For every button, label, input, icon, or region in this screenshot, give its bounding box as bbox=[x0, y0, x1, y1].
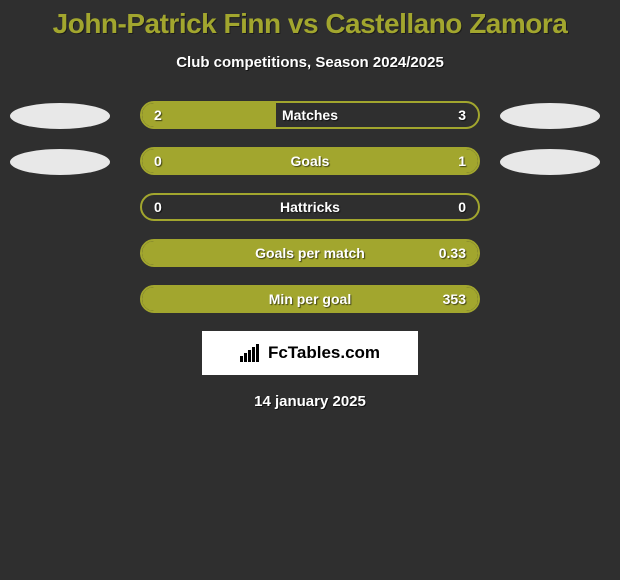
player-left-placeholder bbox=[10, 149, 110, 175]
stat-bar: Matches2 3 bbox=[140, 101, 480, 129]
stat-right-value: 1 bbox=[458, 149, 466, 173]
stat-row: Min per goal353 bbox=[0, 285, 620, 315]
stat-label: Goals bbox=[142, 149, 478, 173]
stat-row: Matches2 3 bbox=[0, 101, 620, 131]
stat-label: Hattricks bbox=[142, 195, 478, 219]
bars-icon bbox=[240, 344, 262, 362]
page-title: John-Patrick Finn vs Castellano Zamora bbox=[0, 8, 620, 40]
stat-row: Goals0 1 bbox=[0, 147, 620, 177]
date-label: 14 january 2025 bbox=[0, 393, 620, 410]
fctables-logo: FcTables.com bbox=[202, 331, 418, 375]
stat-bar: Goals0 1 bbox=[140, 147, 480, 175]
stat-left-value: 0 bbox=[154, 195, 162, 219]
player-right-placeholder bbox=[500, 149, 600, 175]
stat-right-value: 353 bbox=[443, 287, 466, 311]
stat-label: Matches bbox=[142, 103, 478, 127]
stat-bar: Min per goal353 bbox=[140, 285, 480, 313]
stat-label: Min per goal bbox=[142, 287, 478, 311]
stat-left-value: 0 bbox=[154, 149, 162, 173]
stat-right-value: 0.33 bbox=[439, 241, 466, 265]
logo-text: FcTables.com bbox=[268, 343, 380, 363]
stat-bar: Hattricks0 0 bbox=[140, 193, 480, 221]
page-subtitle: Club competitions, Season 2024/2025 bbox=[0, 54, 620, 71]
stat-row: Hattricks0 0 bbox=[0, 193, 620, 223]
player-left-placeholder bbox=[10, 103, 110, 129]
player-right-placeholder bbox=[500, 103, 600, 129]
stat-bar: Goals per match0.33 bbox=[140, 239, 480, 267]
stat-label: Goals per match bbox=[142, 241, 478, 265]
stat-row: Goals per match0.33 bbox=[0, 239, 620, 269]
comparison-chart: Matches23Goals01Hattricks00Goals per mat… bbox=[0, 101, 620, 315]
stat-right-value: 0 bbox=[458, 195, 466, 219]
comparison-infographic: John-Patrick Finn vs Castellano Zamora C… bbox=[0, 0, 620, 580]
stat-right-value: 3 bbox=[458, 103, 466, 127]
stat-left-value: 2 bbox=[154, 103, 162, 127]
